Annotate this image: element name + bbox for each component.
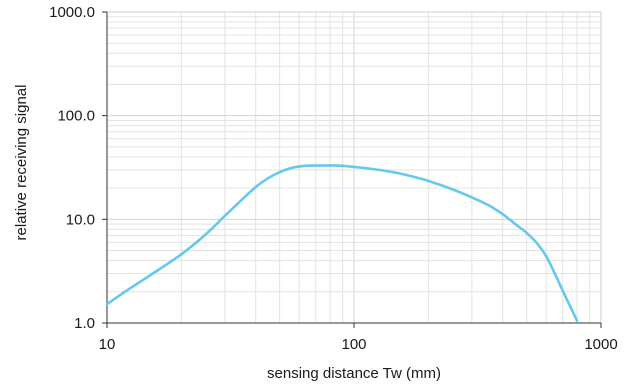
tick-labels: 1.0 10.0 100.0 1000.0 10 100 1000 [49,4,618,353]
x-axis-label: sensing distance Tw (mm) [267,365,441,382]
series-line-0 [105,164,579,323]
grid [106,12,601,324]
x-tick-label: 1000 [584,336,617,353]
axes [102,11,602,328]
y-tick-label: 1000.0 [49,4,95,21]
x-tick-label: 100 [341,336,366,353]
y-tick-label: 100.0 [57,108,95,125]
x-tick-label: 10 [99,336,116,353]
y-tick-label: 10.0 [66,211,95,228]
y-axis-label: relative receiving signal [13,85,30,241]
y-tick-label: 1.0 [74,315,95,332]
series-layer [105,164,579,323]
